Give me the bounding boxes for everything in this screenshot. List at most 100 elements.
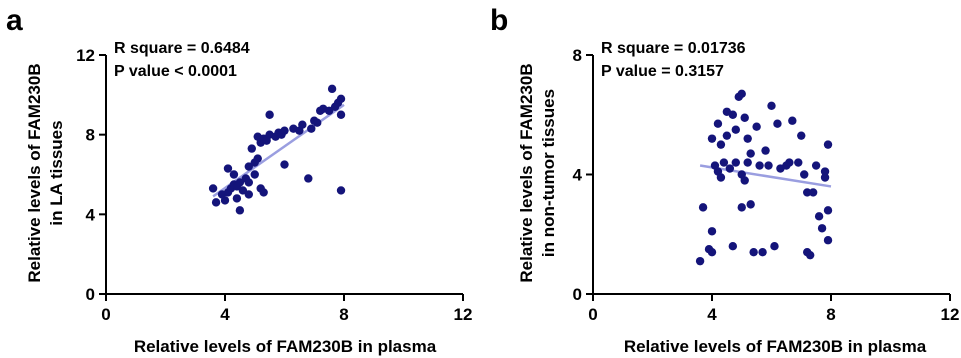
panel-b-data-point: [823, 236, 833, 245]
panel-b-y-tick-label: 8: [573, 46, 582, 65]
panel-a-data-point: [336, 94, 346, 104]
panel-a-data-point: [244, 178, 253, 187]
panel-b-data-point: [823, 206, 833, 215]
panel-b-data-point: [755, 161, 764, 170]
panel-b-regression-line: [699, 164, 832, 188]
panel-a-y-tick-label: 4: [86, 205, 96, 224]
panel-b-data-point: [746, 149, 755, 158]
panel-a-data-point: [250, 170, 259, 179]
panel-a-data-point: [235, 178, 245, 187]
panel-a-y-tick-label: 12: [76, 46, 95, 65]
panel-b-data-point: [811, 161, 821, 170]
panel-a-data-point: [298, 120, 307, 129]
panel-b-data-point: [719, 158, 729, 167]
panel-b-data-point: [749, 247, 758, 257]
panel-b-data-point: [820, 167, 830, 176]
panel-b-data-point: [767, 101, 776, 110]
panel-b-data-point: [713, 119, 723, 128]
panel-b-data-point: [773, 119, 782, 128]
panel-a-tick-labels: 0 4 8 12 0 4 8 12: [76, 46, 472, 324]
panel-a-x-tick-label: 12: [454, 305, 473, 324]
panel-b-data-point: [770, 242, 779, 251]
panel-b-data-point: [800, 170, 809, 179]
panel-b-data-point: [758, 247, 767, 257]
panel-b-ticks: [586, 54, 951, 301]
panel-b-data-point: [722, 131, 732, 140]
panel-a-data-point: [253, 154, 262, 163]
panel-b-data-point: [752, 122, 761, 131]
panel-a-y-axis-title-line2: in LA tissues: [47, 120, 66, 225]
panel-a-data-point: [307, 124, 316, 133]
panel-b-p-value: P value = 0.3157: [601, 63, 724, 80]
panel-b-data-point: [820, 173, 830, 182]
panel-b-data-point: [728, 110, 738, 119]
panel-a-p-value: P value < 0.0001: [114, 63, 237, 80]
panel-b-data-point: [808, 188, 818, 197]
panel-b-data-point: [740, 113, 749, 122]
panel-b-data-point: [716, 173, 726, 182]
panel-b-r-square: R square = 0.01736: [601, 40, 746, 57]
panel-a-data-point: [280, 160, 289, 169]
panel-a-axes: [105, 55, 463, 295]
panel-a-data-point: [327, 84, 337, 94]
panel-b-data-point: [737, 89, 746, 99]
panel-a-y-tick-label: 0: [86, 285, 95, 304]
panel-b: b 0 4 8 12 0 4 8 R square = 0.01736 P value = …: [490, 4, 959, 356]
panel-b-tick-labels: 0 4 8 12 0 4 8: [573, 46, 960, 324]
panel-a-x-axis-title: Relative levels of FAM230B in plasma: [134, 337, 437, 356]
panel-a-data-point: [265, 110, 274, 119]
panel-a-ticks: [99, 54, 464, 301]
panel-b-x-axis-title: Relative levels of FAM230B in plasma: [624, 337, 927, 356]
panel-a-letter: a: [6, 4, 23, 37]
panel-b-data-point: [743, 158, 752, 167]
panel-a-data-point: [238, 186, 248, 195]
panel-b-data-point: [737, 203, 746, 212]
panel-b-data-point: [805, 250, 815, 260]
panel-b-data-point: [743, 134, 752, 143]
panel-b-data-point: [764, 161, 773, 170]
panel-a-y-tick-label: 8: [86, 126, 95, 145]
panel-a-data-point: [208, 184, 218, 193]
panel-b-points: [695, 89, 833, 266]
panel-b-x-tick-label: 12: [941, 305, 960, 324]
panel-a: a 0 4 8 12 0 4 8 12 R square = 0.6484 P value <…: [6, 4, 472, 356]
panel-a-data-point: [280, 126, 289, 135]
panel-b-data-point: [716, 140, 726, 149]
panel-b-x-tick-label: 4: [707, 305, 717, 324]
panel-a-x-tick-label: 4: [220, 305, 230, 324]
panel-a-data-point: [232, 194, 242, 203]
panel-b-data-point: [788, 116, 797, 125]
panel-b-y-tick-label: 0: [573, 285, 582, 304]
panel-b-y-axis-title-line2: in non-tumor tissues: [539, 89, 558, 257]
panel-a-points: [208, 84, 346, 215]
panel-a-r-square: R square = 0.6484: [114, 40, 250, 57]
panel-b-data-point: [695, 256, 705, 266]
panel-b-data-point: [740, 176, 749, 185]
panel-a-data-point: [223, 164, 233, 173]
panel-b-data-point: [707, 247, 717, 257]
panel-b-data-point: [707, 134, 717, 143]
panel-b-data-point: [794, 158, 803, 167]
panel-a-data-point: [244, 190, 253, 199]
panel-b-data-point: [746, 200, 755, 209]
panel-a-data-point: [324, 106, 334, 115]
panel-a-y-axis-title-line1: Relative levels of FAM230B: [25, 63, 44, 282]
panel-b-x-tick-label: 0: [588, 305, 597, 324]
panel-a-x-tick-label: 0: [101, 305, 110, 324]
panel-b-data-point: [731, 158, 740, 167]
panel-a-data-point: [336, 186, 346, 195]
panel-b-y-tick-label: 4: [573, 166, 583, 185]
panel-a-data-point: [304, 174, 313, 183]
panel-a-data-point: [259, 188, 268, 197]
panel-a-data-point: [247, 144, 256, 153]
panel-b-data-point: [761, 146, 770, 155]
panel-b-y-axis-title-line1: Relative levels of FAM230B: [517, 63, 536, 282]
panel-a-data-point: [229, 170, 239, 179]
panel-b-data-point: [728, 242, 738, 251]
panel-b-letter: b: [490, 4, 508, 37]
panel-b-fit-line: [699, 164, 832, 188]
panel-b-x-tick-label: 8: [826, 305, 835, 324]
panel-a-data-point: [336, 110, 346, 119]
panel-b-data-point: [707, 227, 717, 236]
